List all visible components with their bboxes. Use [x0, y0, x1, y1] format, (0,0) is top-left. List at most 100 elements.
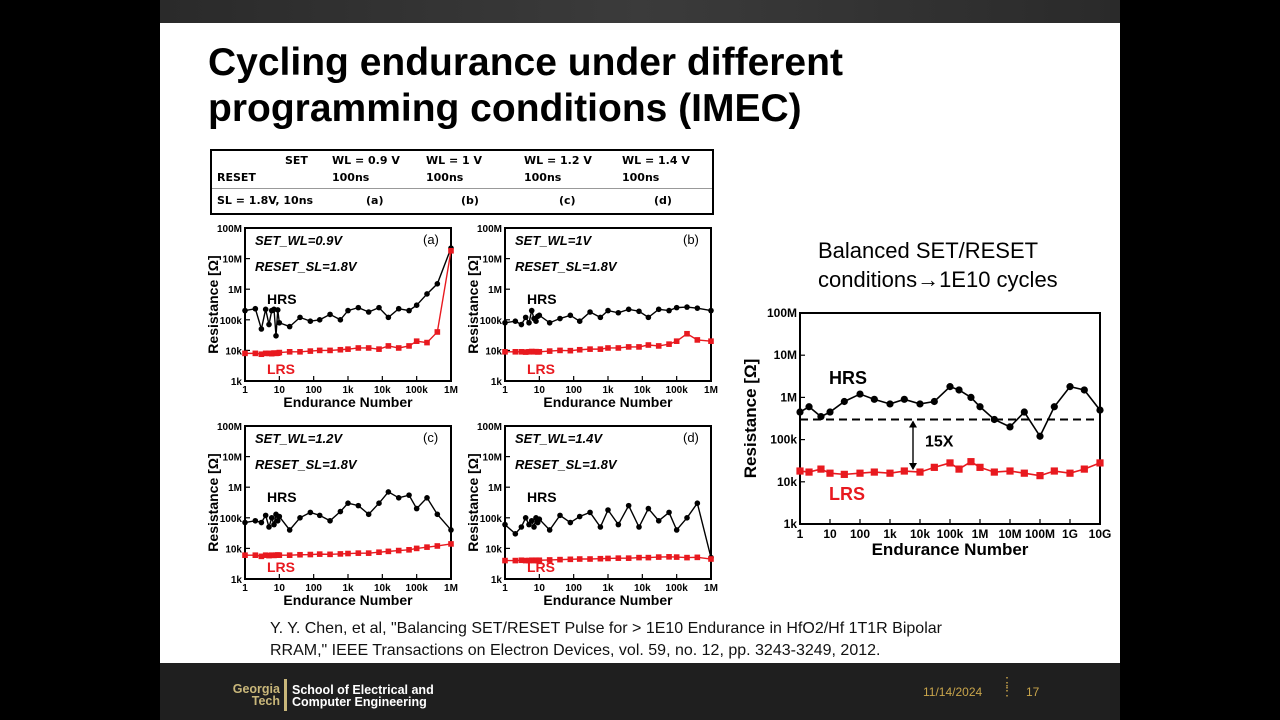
- x-tick-label: 1k: [602, 583, 614, 594]
- hrs-point: [1036, 432, 1044, 440]
- y-axis-label: Resistance [Ω]: [205, 255, 221, 353]
- series-label-hrs: HRS: [527, 291, 557, 307]
- hrs-point: [536, 516, 543, 523]
- hrs-point: [512, 531, 519, 537]
- lrs-point: [946, 459, 954, 467]
- citation: Y. Y. Chen, et al, "Balancing SET/RESET …: [270, 618, 1090, 662]
- x-tick-label: 100: [305, 385, 322, 396]
- lrs-point: [694, 337, 701, 343]
- lrs-point: [536, 557, 543, 564]
- panel-annotation-set: SET_WL=0.9V: [255, 233, 343, 248]
- hrs-point: [636, 308, 642, 315]
- chart-panel-b: 1k 10k 100k 1M 10M 100M 1 10 100 1k 10k 100k 1M Endur…: [465, 220, 720, 415]
- panel-tag: (b): [683, 232, 699, 247]
- series-label-hrs: HRS: [267, 291, 297, 307]
- panel-annotation-reset: RESET_SL=1.8V: [255, 259, 358, 274]
- panel-tag: (c): [423, 430, 438, 445]
- hrs-point: [673, 304, 680, 311]
- conditions-table: SET RESET SL = 1.8V, 10ns WL = 0.9 V 100…: [210, 149, 714, 215]
- lrs-point: [424, 544, 430, 550]
- x-tick-label: 100k: [406, 583, 429, 594]
- lrs-point: [576, 346, 583, 353]
- hrs-point: [434, 511, 441, 518]
- series-label-hrs: HRS: [267, 489, 297, 505]
- slide-date: 11/14/2024: [923, 685, 983, 699]
- lrs-point: [694, 554, 701, 561]
- panel-annotation-reset: RESET_SL=1.8V: [515, 259, 618, 274]
- table-col-c-time: 100ns: [524, 171, 562, 184]
- x-tick-label: 1: [242, 385, 248, 396]
- hrs-point: [528, 307, 535, 314]
- hrs-point: [533, 318, 539, 325]
- logo-georgia-tech: Georgia Tech: [222, 682, 280, 708]
- lrs-point: [796, 467, 804, 475]
- lrs-point: [684, 554, 690, 561]
- table-col-a-time: 100ns: [332, 171, 370, 184]
- hrs-point: [597, 314, 604, 321]
- lrs-point: [673, 554, 680, 560]
- chart-balanced: 1k 10k 100k 1M 10M 100M 1 10 100 1k 10k 100k 1M 10M 10…: [742, 300, 1120, 562]
- plot-frame: [504, 425, 712, 580]
- lrs-point: [276, 349, 283, 356]
- y-tick-label: 1k: [231, 575, 243, 586]
- hrs-point: [605, 507, 611, 513]
- hrs-point: [684, 515, 690, 521]
- lrs-point: [297, 551, 303, 558]
- table-col-d-tag: (d): [654, 194, 672, 207]
- hrs-point: [252, 305, 259, 312]
- hrs-point: [355, 502, 362, 509]
- hrs-point: [870, 395, 878, 403]
- ratio-arrow-head-down: [909, 463, 917, 471]
- hrs-point: [271, 521, 277, 528]
- lrs-point: [1066, 469, 1074, 477]
- logo-text-georgia: Georgia: [232, 682, 280, 696]
- note-line-2: conditions→1E10 cycles: [818, 267, 1058, 292]
- x-tick-label: 1k: [342, 583, 354, 594]
- x-tick-label: 10k: [634, 583, 651, 594]
- hrs-point: [266, 321, 272, 328]
- hrs-point: [605, 307, 611, 314]
- hrs-point: [817, 413, 825, 421]
- lrs-point: [297, 349, 303, 355]
- y-tick-label: 1M: [228, 285, 242, 296]
- lrs-point: [666, 554, 672, 560]
- lrs-point: [930, 463, 938, 471]
- panel-annotation-reset: RESET_SL=1.8V: [255, 457, 358, 472]
- x-tick-label: 100: [305, 583, 322, 594]
- lrs-point: [870, 468, 878, 476]
- lrs-point: [597, 346, 604, 352]
- hrs-point: [262, 306, 269, 313]
- lrs-point: [605, 555, 611, 562]
- x-tick-label: 100: [565, 583, 582, 594]
- hrs-point: [252, 517, 259, 524]
- title-line-1: Cycling endurance under different: [208, 41, 843, 84]
- hrs-point: [424, 291, 430, 297]
- chart-panel-c: 1k 10k 100k 1M 10M 100M 1 10 100 1k 10k 100k 1M Endur…: [205, 418, 460, 613]
- hrs-point: [967, 393, 975, 401]
- lrs-point: [522, 349, 529, 355]
- citation-line-2: RRAM," IEEE Transactions on Electron Dev…: [270, 642, 881, 659]
- y-tick-label: 10M: [223, 255, 242, 266]
- hrs-point: [273, 333, 279, 339]
- lrs-point: [522, 557, 529, 564]
- x-tick-label: 1: [797, 527, 804, 541]
- hrs-point: [655, 517, 662, 524]
- hrs-point: [406, 307, 412, 314]
- lrs-point: [286, 552, 293, 558]
- hrs-point: [413, 505, 420, 512]
- table-col-a-wl: WL = 0.9 V: [332, 154, 400, 167]
- hrs-point: [916, 400, 924, 408]
- note-line-1: Balanced SET/RESET: [818, 238, 1039, 263]
- y-tick-label: 10M: [483, 453, 502, 464]
- x-tick-label: 10k: [634, 385, 651, 396]
- lrs-point: [636, 344, 642, 350]
- lrs-point: [1096, 459, 1104, 467]
- x-tick-label: 100: [850, 527, 870, 541]
- y-tick-label: 100k: [770, 433, 797, 447]
- x-tick-label: 1: [502, 583, 508, 594]
- y-axis-label: Resistance [Ω]: [742, 359, 760, 478]
- y-tick-label: 100k: [220, 514, 243, 525]
- x-axis-label: Endurance Number: [283, 592, 413, 608]
- y-tick-label: 1k: [231, 377, 243, 388]
- hrs-point: [297, 314, 303, 321]
